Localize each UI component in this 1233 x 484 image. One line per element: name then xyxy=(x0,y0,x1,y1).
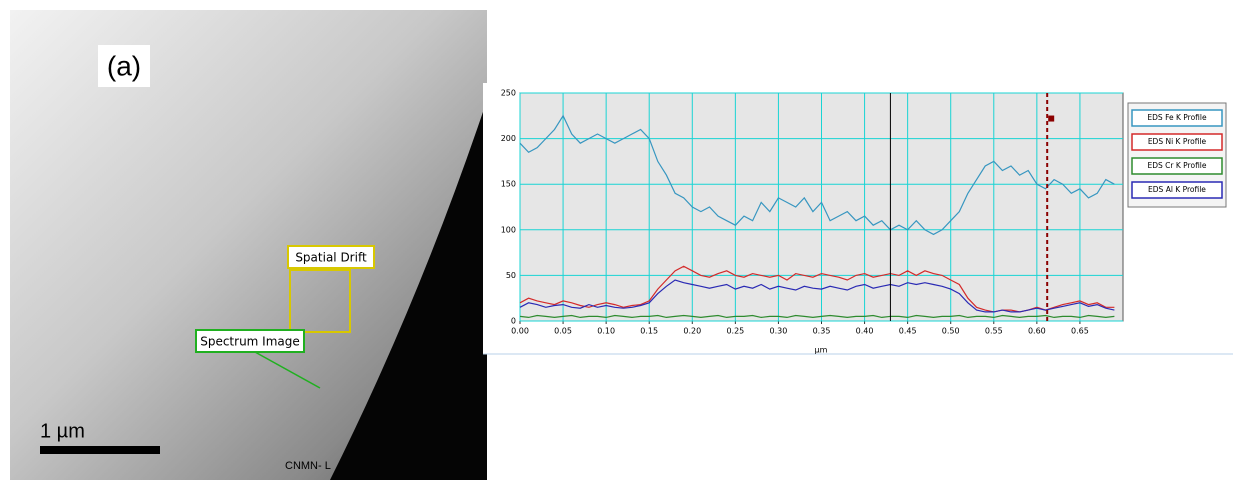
micrograph: (a) Spatial Drift Spectrum Image 1 µm CN… xyxy=(10,10,487,480)
scale-text: 1 µm xyxy=(40,420,85,442)
legend-label: EDS Fe K Profile xyxy=(1147,113,1207,122)
series-line xyxy=(519,314,1115,319)
x-tick-label: 0.30 xyxy=(770,327,788,336)
y-tick-label: 0 xyxy=(511,317,516,326)
y-tick-label: 100 xyxy=(501,225,516,234)
drift-tag xyxy=(287,245,375,269)
plot: 0.00 0.05 0.10 0.15 0.20 0.25 0.30 0.35 0.40 0.45… xyxy=(501,89,1123,336)
drift-text: Spatial Drift xyxy=(295,251,367,265)
legend-swatch xyxy=(1131,181,1223,199)
dark-region xyxy=(330,100,487,480)
legend-label: EDS Cr K Profile xyxy=(1148,161,1207,170)
series-line xyxy=(519,279,1115,313)
x-tick-label: 0.35 xyxy=(813,327,831,336)
spectrum-text: Spectrum Image xyxy=(200,335,300,349)
y-tick-label: 200 xyxy=(501,134,516,143)
spectrum-tag xyxy=(195,329,305,353)
y-tick-label: 250 xyxy=(501,89,516,98)
x-tick-label: 0.65 xyxy=(1071,327,1089,336)
legend-swatch xyxy=(1131,133,1223,151)
label-bg xyxy=(98,45,150,87)
x-tick-label: 0.60 xyxy=(1028,327,1046,336)
x-tick-label: 0.20 xyxy=(683,327,701,336)
x-tick-label: 0.40 xyxy=(856,327,874,336)
series-line xyxy=(519,114,1115,236)
x-tick-label: 0.05 xyxy=(554,327,572,336)
legend-swatch xyxy=(1131,157,1223,175)
drift-box xyxy=(289,269,351,333)
x-tick-label: 0.55 xyxy=(985,327,1003,336)
x-tick-label: 0.00 xyxy=(511,327,529,336)
y-tick-label: 150 xyxy=(501,180,516,189)
legend-label: EDS Al K Profile xyxy=(1148,185,1206,194)
x-tick-label: 0.10 xyxy=(597,327,615,336)
x-tick-label: 0.15 xyxy=(640,327,658,336)
x-tick-label: 0.25 xyxy=(726,327,744,336)
legend-label: EDS Ni K Profile xyxy=(1148,137,1207,146)
panel-label: (a) xyxy=(107,50,141,81)
legend-swatch xyxy=(1131,109,1223,127)
y-tick-label: 50 xyxy=(506,271,516,280)
spectrum-line xyxy=(254,351,321,389)
series-line xyxy=(519,265,1115,313)
x-tick-label: 0.50 xyxy=(942,327,960,336)
x-axis-label: µm xyxy=(815,346,828,355)
watermark: CNMN- L xyxy=(285,460,331,472)
scale-bar xyxy=(40,446,160,454)
marker-point xyxy=(1048,115,1055,122)
x-tick-label: 0.45 xyxy=(899,327,917,336)
